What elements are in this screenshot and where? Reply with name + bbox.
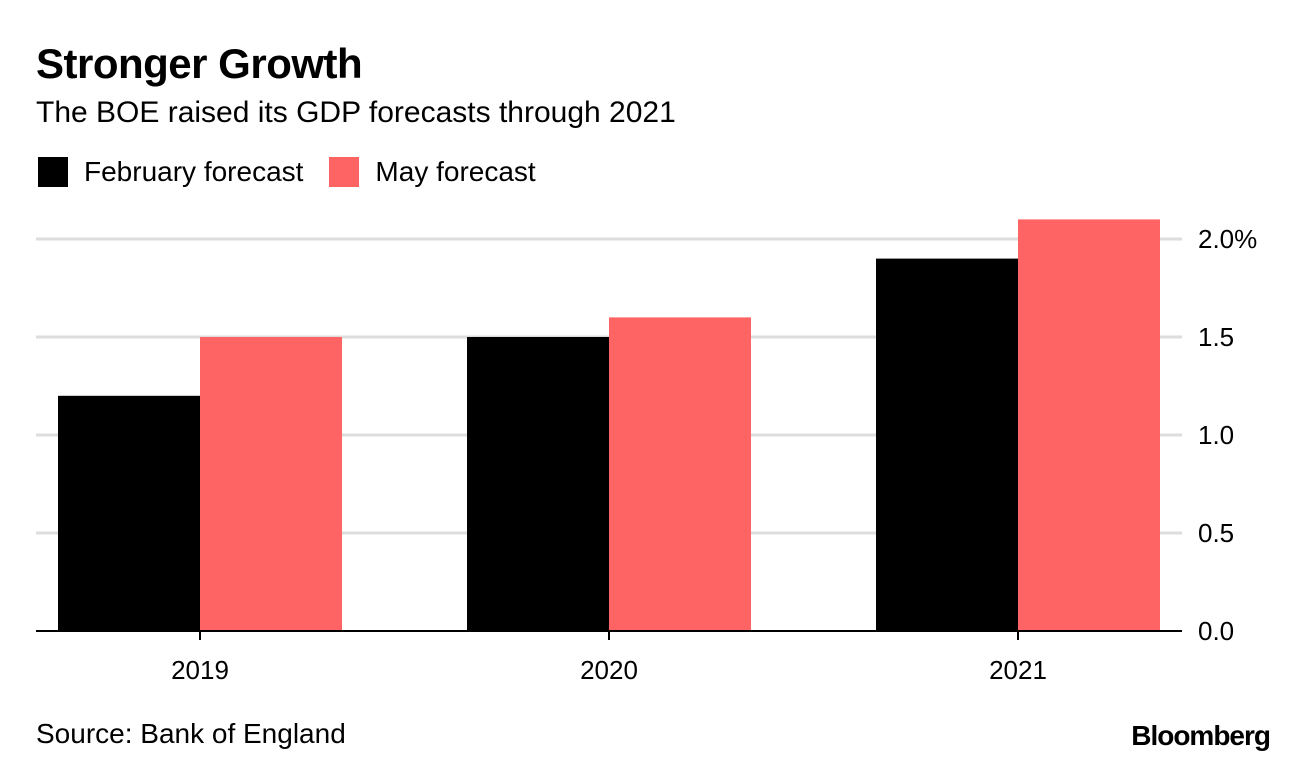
chart-title: Stronger Growth — [36, 40, 363, 87]
x-tick-label: 2020 — [580, 655, 638, 685]
legend-swatch-may — [329, 157, 360, 187]
x-tick-label: 2021 — [989, 655, 1047, 685]
y-tick-label: 1.5 — [1198, 322, 1234, 352]
bar-february-2021 — [876, 258, 1018, 631]
bloomberg-logo: Bloomberg — [1131, 720, 1271, 751]
legend: February forecast May forecast — [38, 156, 562, 188]
legend-label-may: May forecast — [375, 156, 536, 187]
y-tick-label: 1.0 — [1198, 420, 1234, 450]
bar-february-2019 — [58, 395, 200, 631]
source-note: Source: Bank of England — [36, 718, 346, 749]
y-tick-label: 2.0% — [1198, 224, 1257, 254]
bar-february-2020 — [467, 337, 609, 631]
chart-subtitle: The BOE raised its GDP forecasts through… — [36, 96, 676, 129]
legend-item-february: February forecast — [38, 156, 303, 188]
legend-label-february: February forecast — [84, 156, 304, 187]
x-tick-label: 2019 — [171, 655, 229, 685]
bar-may-2020 — [609, 317, 751, 631]
y-tick-label: 0.0 — [1198, 616, 1234, 646]
bar-may-2021 — [1018, 219, 1160, 631]
y-tick-label: 0.5 — [1198, 518, 1234, 548]
legend-swatch-february — [38, 157, 68, 187]
bar-may-2019 — [200, 337, 342, 631]
legend-item-may: May forecast — [329, 156, 536, 188]
